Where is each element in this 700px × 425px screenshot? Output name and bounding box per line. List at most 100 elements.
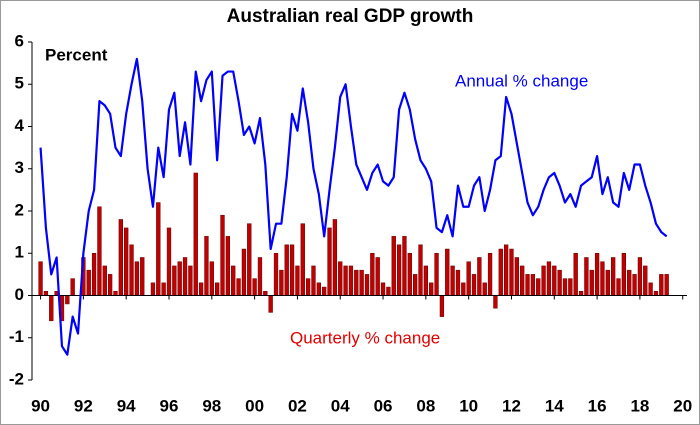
bar — [578, 291, 584, 296]
y-tick-label: 2 — [15, 200, 24, 219]
x-tick-label: 02 — [288, 396, 307, 415]
bar — [546, 261, 552, 296]
bar — [215, 282, 220, 296]
x-tick-label: 04 — [331, 396, 350, 415]
annual-annotation: Annual % change — [455, 71, 588, 90]
bar — [236, 278, 241, 296]
bar — [487, 253, 493, 296]
bar — [493, 295, 498, 309]
bar — [113, 291, 118, 296]
bar — [129, 244, 134, 296]
bar — [198, 282, 204, 296]
bar — [664, 274, 669, 296]
bar — [418, 244, 423, 296]
bar — [482, 282, 487, 296]
bar — [225, 236, 231, 296]
bar — [632, 274, 637, 296]
bar — [118, 219, 123, 296]
bar — [182, 257, 188, 296]
bar — [466, 261, 471, 296]
bar — [653, 291, 659, 296]
bar — [503, 244, 509, 296]
bar — [311, 265, 316, 296]
bar — [268, 295, 273, 313]
bar — [263, 291, 268, 296]
bar — [359, 269, 364, 296]
bar — [616, 278, 621, 296]
bar — [386, 286, 391, 296]
y-tick-label: 4 — [15, 116, 25, 135]
bar — [477, 257, 482, 296]
x-tick-label: 18 — [630, 396, 649, 415]
bar — [530, 274, 536, 296]
bar — [257, 257, 263, 296]
bar — [322, 286, 327, 296]
x-tick-label: 98 — [202, 396, 221, 415]
x-tick-label: 92 — [74, 396, 93, 415]
bar — [498, 248, 503, 296]
bar — [70, 278, 75, 296]
bar — [49, 295, 54, 322]
y-tick-label: -2 — [9, 369, 24, 388]
x-tick-label: 16 — [588, 396, 607, 415]
x-tick-label: 20 — [673, 396, 692, 415]
bar — [562, 278, 568, 296]
bar — [402, 236, 407, 296]
bar — [423, 265, 429, 296]
annual-line — [39, 57, 668, 356]
bar — [279, 269, 284, 296]
x-tick-label: 06 — [374, 396, 393, 415]
bar — [161, 282, 166, 296]
x-tick-label: 08 — [416, 396, 435, 415]
bar — [43, 291, 49, 296]
bar — [97, 206, 102, 296]
bar — [552, 265, 557, 296]
bar — [375, 257, 380, 296]
bar — [343, 265, 348, 296]
bar — [380, 282, 386, 296]
bar — [536, 278, 541, 296]
bar — [220, 214, 225, 296]
bar — [209, 261, 214, 296]
bar — [134, 261, 140, 296]
y-axis-label: Percent — [45, 45, 108, 64]
bar — [514, 257, 519, 296]
bar — [327, 227, 332, 296]
bar — [86, 269, 91, 296]
bar — [354, 269, 359, 296]
bar — [273, 253, 279, 296]
x-tick-label: 10 — [459, 396, 478, 415]
bar — [611, 257, 616, 296]
y-tick-label: 3 — [15, 158, 24, 177]
bar — [573, 253, 578, 296]
bar — [38, 261, 43, 296]
bar — [627, 269, 632, 296]
bar — [166, 227, 172, 296]
bar — [247, 223, 252, 296]
bar — [284, 244, 289, 296]
bar — [429, 282, 434, 296]
bar — [621, 253, 627, 296]
bar — [140, 257, 145, 296]
bar — [300, 223, 305, 296]
quarterly-annotation: Quarterly % change — [290, 328, 440, 347]
bar — [289, 244, 295, 296]
bar — [445, 248, 450, 296]
bar — [461, 282, 466, 296]
bar — [193, 172, 198, 296]
x-tick-label: 00 — [245, 396, 264, 415]
x-tick-label: 14 — [545, 396, 564, 415]
bar — [568, 278, 573, 296]
bar — [364, 274, 370, 296]
bar — [471, 274, 477, 296]
x-tick-label: 90 — [31, 396, 50, 415]
bar — [316, 282, 321, 296]
bar — [637, 257, 643, 296]
bar — [589, 269, 594, 296]
bar — [156, 202, 161, 296]
x-tick-label: 12 — [502, 396, 521, 415]
bar — [348, 265, 354, 296]
bar — [407, 253, 412, 296]
bar — [65, 295, 70, 305]
